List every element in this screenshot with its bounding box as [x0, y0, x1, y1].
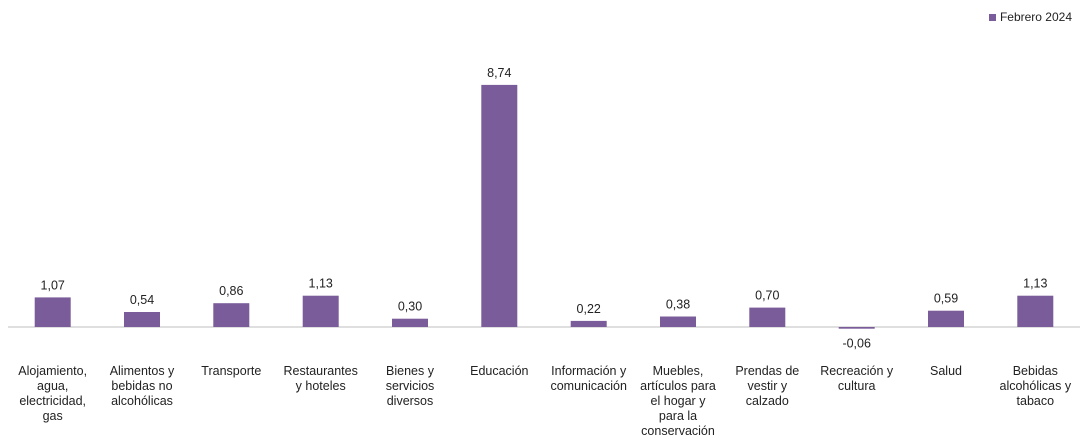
data-label: 1,13: [309, 277, 333, 291]
category-label-line: Bienes y: [386, 364, 434, 378]
category-label: Bienes y servicios diversos: [364, 364, 456, 409]
category-label-line: Alojamiento,: [18, 364, 88, 378]
category-label-line: artículos para: [640, 379, 716, 393]
category-label-line: tabaco: [1016, 394, 1055, 408]
category-label-line: vestir y: [747, 379, 788, 393]
category-label-line: calzado: [745, 394, 789, 408]
chart-legend: Febrero 2024: [988, 10, 1072, 24]
category-label-line: alcohólicas: [111, 394, 173, 408]
category-label: Alimentos y bebidas no alcohólicas: [96, 364, 188, 409]
bar: [481, 84, 518, 328]
category-label-line: Transporte: [201, 364, 262, 378]
bar: [34, 297, 71, 327]
category-label: Transporte: [185, 364, 277, 379]
data-label: 1,13: [1023, 277, 1047, 291]
legend-label: Febrero 2024: [999, 10, 1072, 24]
category-label-line: Salud: [930, 364, 962, 378]
category-label-line: gas: [42, 409, 63, 423]
bar: [838, 327, 875, 329]
data-label: 0,70: [755, 289, 779, 303]
category-label-line: Restaurantes: [283, 364, 358, 378]
category-label: Prendas de vestir y calzado: [721, 364, 813, 409]
category-label-line: cultura: [837, 379, 876, 393]
category-label-line: alcohólicas y: [999, 379, 1072, 393]
category-label-line: Información y: [551, 364, 627, 378]
category-label-line: servicios: [385, 379, 435, 393]
legend-swatch: [988, 13, 996, 21]
category-label: Restaurantes y hoteles: [275, 364, 367, 394]
data-label: 8,74: [487, 66, 511, 80]
data-label: 0,54: [130, 293, 154, 307]
bar: [213, 303, 250, 327]
data-label: 1,07: [41, 278, 65, 292]
category-label-line: Recreación y: [820, 364, 894, 378]
data-label: 0,59: [934, 292, 958, 306]
data-label: 0,30: [398, 300, 422, 314]
bar: [302, 295, 339, 327]
bar: [660, 316, 696, 327]
category-label-line: Muebles,: [652, 364, 704, 378]
bar: [124, 312, 160, 327]
category-label: Recreación y cultura: [811, 364, 903, 394]
category-label: Información y comunicación: [543, 364, 635, 394]
category-label-line: y hoteles: [295, 379, 346, 393]
category-label-line: electricidad,: [19, 394, 87, 408]
category-label-line: para la: [658, 409, 698, 423]
bar: [1017, 295, 1054, 327]
category-label-line: Prendas de: [735, 364, 800, 378]
category-label-line: bebidas no: [111, 379, 173, 393]
category-label: Alojamiento, agua, electricidad, gas: [7, 364, 99, 424]
category-label-line: agua,: [37, 379, 69, 393]
data-label: 0,86: [219, 284, 243, 298]
data-label: -0,06: [842, 337, 871, 351]
category-label-line: diversos: [386, 394, 434, 408]
category-label-line: comunicación: [550, 379, 627, 393]
bar: [749, 307, 786, 327]
category-label: Salud: [900, 364, 992, 379]
bar: [392, 318, 428, 327]
data-label: 0,22: [577, 302, 601, 316]
category-label-line: conservación: [641, 424, 715, 438]
bar: [928, 310, 964, 327]
category-label-line: Alimentos y: [109, 364, 175, 378]
data-label: 0,38: [666, 298, 690, 312]
category-label: Educación: [453, 364, 545, 379]
category-label-line: Educación: [470, 364, 529, 378]
category-label-line: el hogar y: [650, 394, 706, 408]
bar: [570, 320, 607, 327]
category-label-line: Bebidas: [1012, 364, 1058, 378]
category-label: Muebles, artículos para el hogar y para la c…: [632, 364, 724, 439]
category-label: Bebidas alcohólicas y tabaco: [989, 364, 1081, 409]
